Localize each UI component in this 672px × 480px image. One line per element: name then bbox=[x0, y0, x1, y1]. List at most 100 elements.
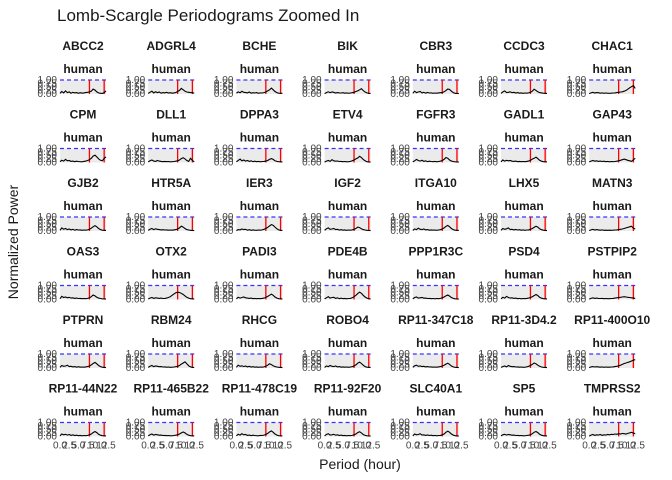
facet-panel: LHX5 human 0.000.250.500.751.00 bbox=[479, 176, 548, 237]
y-tick-label: 1.00 bbox=[126, 75, 146, 86]
y-tick-label: 1.00 bbox=[567, 281, 587, 292]
y-tick-label: 1.00 bbox=[479, 144, 499, 155]
facet-panel: IER3 human 0.000.250.500.751.00 bbox=[214, 176, 283, 237]
panel-background bbox=[236, 422, 283, 437]
panel-background bbox=[412, 354, 459, 368]
y-tick-label: 0.50 bbox=[214, 288, 234, 299]
gene-label: CHAC1 bbox=[592, 39, 634, 53]
y-tick-label: 0.25 bbox=[38, 360, 58, 371]
panel-background bbox=[60, 422, 106, 437]
y-axis-label: Normalized Power bbox=[5, 184, 21, 299]
gene-label: RBM24 bbox=[151, 313, 192, 327]
x-tick-label: 2.5 bbox=[327, 441, 341, 452]
y-tick-label: 0.75 bbox=[567, 284, 587, 295]
y-tick-label: 0.75 bbox=[38, 353, 58, 364]
facet-panel: BIK human 0.000.250.500.751.00 bbox=[302, 39, 371, 100]
y-tick-label: 1.00 bbox=[126, 144, 146, 155]
y-tick-label: 0.50 bbox=[214, 425, 234, 436]
y-tick-label: 0.50 bbox=[479, 288, 499, 299]
gene-label: BIK bbox=[337, 39, 358, 53]
periodogram-line bbox=[324, 155, 371, 163]
y-tick-label: 0.75 bbox=[390, 147, 410, 158]
y-tick-label: 0.25 bbox=[390, 428, 410, 439]
periodogram-line bbox=[589, 359, 636, 369]
y-tick-label: 1.00 bbox=[567, 349, 587, 360]
panel-background bbox=[236, 80, 283, 94]
x-tick-label: 5.0 bbox=[336, 441, 350, 452]
gene-label: RP11-478C19 bbox=[222, 382, 298, 396]
x-tick-label: 12.5 bbox=[537, 441, 557, 452]
gene-label: RP11-44N22 bbox=[49, 382, 118, 396]
y-tick-label: 0.25 bbox=[214, 154, 234, 165]
y-tick-label: 0.00 bbox=[567, 363, 587, 374]
facet-panel: ABCC2 human 0.000.250.500.751.00 bbox=[38, 39, 107, 100]
periodogram-line bbox=[59, 294, 107, 300]
facet-panel: CCDC3 human 0.000.250.500.751.00 bbox=[479, 39, 548, 100]
strip-label: human bbox=[63, 199, 102, 213]
panel-background bbox=[324, 422, 371, 437]
strip-label: human bbox=[328, 268, 367, 282]
x-tick-label: 5.0 bbox=[71, 441, 85, 452]
y-tick-label: 0.75 bbox=[38, 216, 58, 227]
gene-label: ETV4 bbox=[333, 108, 363, 122]
y-tick-label: 0.00 bbox=[479, 295, 499, 306]
y-tick-label: 0.75 bbox=[390, 216, 410, 227]
y-tick-label: 0.75 bbox=[567, 421, 587, 432]
gene-label: CBR3 bbox=[419, 39, 452, 53]
y-tick-label: 1.00 bbox=[38, 418, 58, 429]
y-tick-label: 1.00 bbox=[214, 75, 234, 86]
y-tick-label: 0.00 bbox=[567, 295, 587, 306]
gene-label: RP11-347C18 bbox=[398, 313, 474, 327]
y-tick-label: 0.25 bbox=[567, 86, 587, 97]
periodogram-line bbox=[412, 430, 459, 437]
periodogram-line bbox=[324, 361, 371, 368]
panel-background bbox=[589, 422, 636, 437]
periodogram-line bbox=[500, 156, 548, 163]
facet-panel: ITGA10 human 0.000.250.500.751.00 bbox=[390, 176, 459, 237]
gene-label: CCDC3 bbox=[503, 39, 545, 53]
y-tick-label: 0.25 bbox=[479, 428, 499, 439]
y-tick-label: 0.75 bbox=[38, 79, 58, 90]
y-tick-label: 0.75 bbox=[302, 421, 322, 432]
y-tick-label: 0.00 bbox=[390, 363, 410, 374]
y-tick-label: 0.75 bbox=[214, 216, 234, 227]
facet-panel: RHCG human 0.000.250.500.751.00 bbox=[214, 313, 283, 374]
periodogram-line bbox=[235, 363, 283, 369]
y-tick-label: 1.00 bbox=[214, 212, 234, 223]
gene-label: LHX5 bbox=[509, 176, 540, 190]
y-tick-label: 0.25 bbox=[302, 86, 322, 97]
periodogram-line bbox=[236, 223, 283, 232]
strip-label: human bbox=[240, 336, 279, 350]
y-tick-label: 0.50 bbox=[479, 425, 499, 436]
panel-background bbox=[501, 285, 547, 300]
y-tick-label: 0.00 bbox=[126, 295, 146, 306]
y-tick-label: 1.00 bbox=[214, 418, 234, 429]
y-tick-label: 0.00 bbox=[38, 158, 58, 169]
y-tick-label: 0.50 bbox=[302, 219, 322, 230]
strip-label: human bbox=[593, 131, 632, 145]
y-tick-label: 0.50 bbox=[38, 219, 58, 230]
facet-panel: IGF2 human 0.000.250.500.751.00 bbox=[302, 176, 371, 237]
y-tick-label: 0.50 bbox=[479, 219, 499, 230]
x-axis: 0.02.55.07.510.012.5 0.02.55.07.510.012.5… bbox=[53, 441, 645, 452]
y-tick-label: 0.00 bbox=[126, 363, 146, 374]
y-tick-label: 0.00 bbox=[126, 89, 146, 100]
periodogram-line bbox=[236, 430, 283, 437]
x-tick-label: 0.0 bbox=[406, 441, 420, 452]
facet-panel: HTR5A human 0.000.250.500.751.00 bbox=[126, 176, 195, 237]
y-tick-label: 0.00 bbox=[214, 363, 234, 374]
y-tick-label: 0.75 bbox=[126, 79, 146, 90]
x-tick-label: 2.5 bbox=[239, 441, 253, 452]
y-tick-label: 0.25 bbox=[567, 428, 587, 439]
periodogram-line bbox=[412, 88, 459, 95]
y-tick-label: 0.50 bbox=[567, 151, 587, 162]
facet-panel: ROBO4 human 0.000.250.500.751.00 bbox=[302, 313, 371, 374]
facet-panel: CHAC1 human 0.000.250.500.751.00 bbox=[567, 39, 636, 100]
y-tick-label: 0.50 bbox=[390, 356, 410, 367]
gene-label: DPPA3 bbox=[240, 108, 279, 122]
y-tick-label: 0.00 bbox=[567, 89, 587, 100]
facet-panel: GADL1 human 0.000.250.500.751.00 bbox=[479, 108, 548, 169]
facet-panel: RP11-3D4.2 human 0.000.250.500.751.00 bbox=[479, 313, 557, 374]
y-tick-label: 0.00 bbox=[126, 158, 146, 169]
